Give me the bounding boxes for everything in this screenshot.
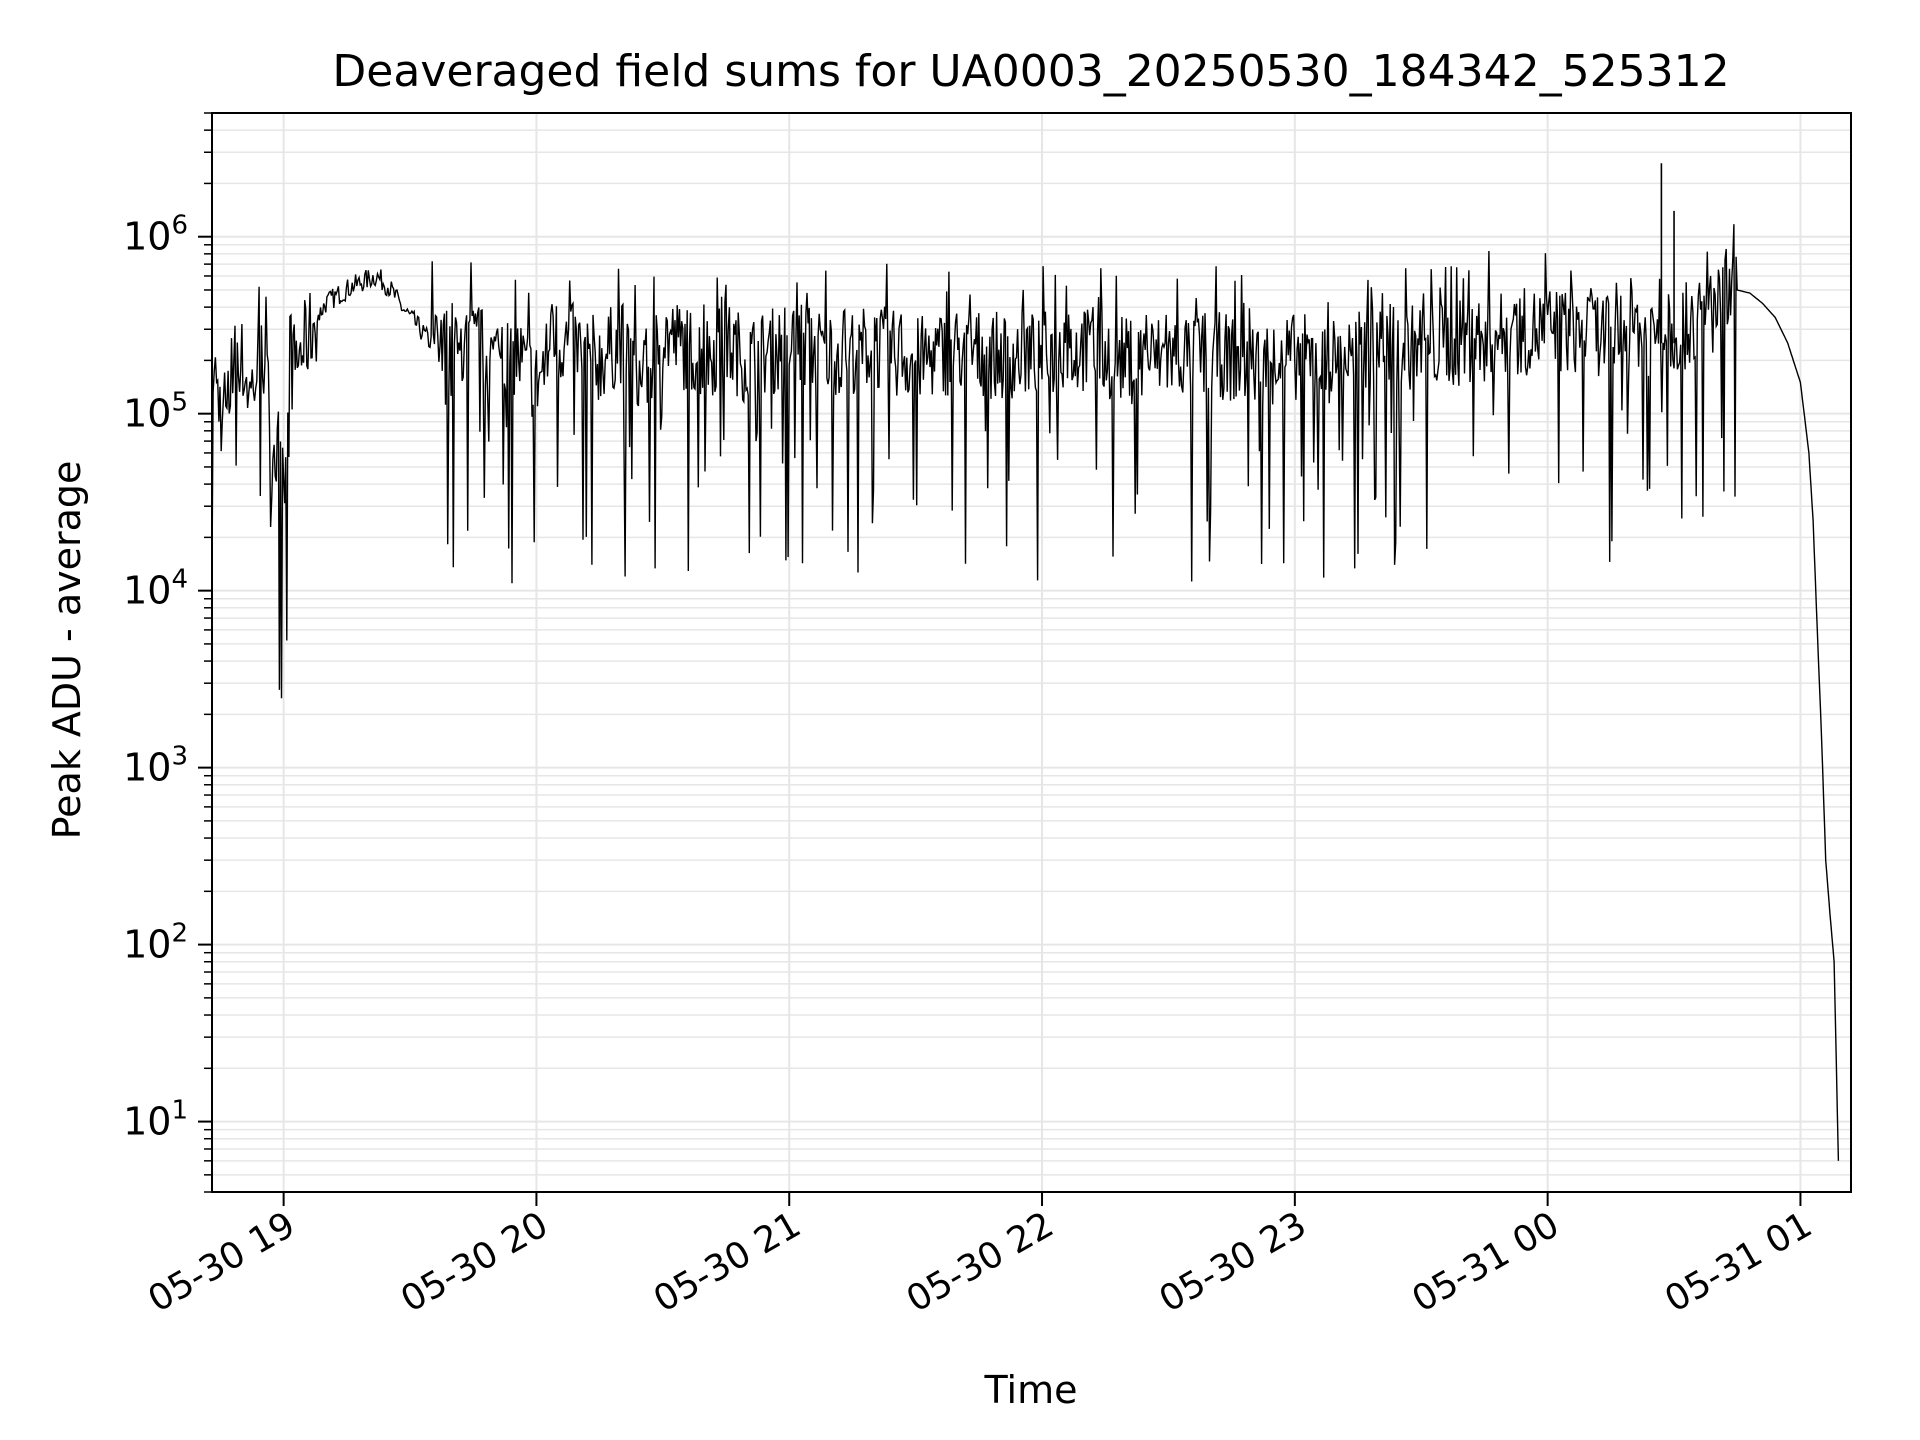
y-tick-label: 101: [123, 1096, 188, 1144]
y-tick-label: 105: [123, 388, 188, 436]
data-series: [211, 163, 1840, 1161]
chart-title: Deaveraged field sums for UA0003_2025053…: [332, 46, 1729, 97]
y-tick-label: 106: [123, 211, 188, 259]
series-line: [211, 224, 1840, 1161]
grid: [212, 112, 1851, 1193]
plot-frame: [211, 112, 1852, 1193]
y-tick-label: 103: [123, 742, 188, 790]
y-axis-label: Peak ADU - average: [45, 461, 89, 840]
y-axis-ticks: 101 102 103 104 105 106: [123, 112, 212, 1193]
y-tick-label: 102: [123, 919, 188, 967]
y-tick-label: 104: [123, 565, 188, 613]
x-axis-label: Time: [984, 1368, 1078, 1412]
